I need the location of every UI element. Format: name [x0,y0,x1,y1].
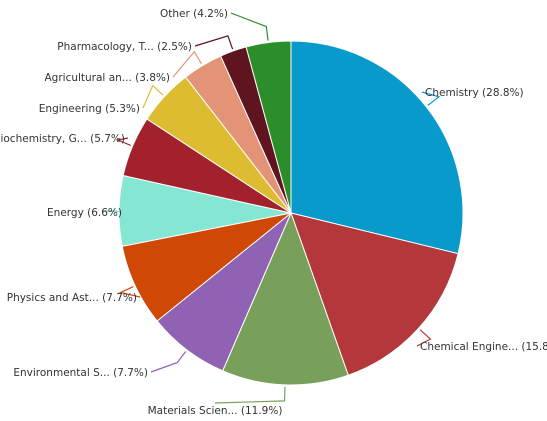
pie-slice-label-2: Materials Scien... (11.9%) [148,405,283,417]
pie-labels: Chemistry (28.8%) Chemical Engine... (15.… [0,8,547,417]
pie-leader-line-2 [214,386,286,404]
pie-slice-label-10: Other (4.2%) [160,8,228,20]
pie-slice-label-8: Agricultural an... (3.8%) [44,72,170,84]
pie-slice-label-3: Environmental S... (7.7%) [13,367,148,379]
pie-leader-line-3 [150,351,187,373]
pie-leader-line-6 [115,137,131,146]
pie-leader-line-8 [172,50,203,78]
pie-leader-line-9 [194,35,234,50]
pie-leader-line-10 [230,12,269,41]
pie-leader-line-4 [118,286,141,298]
pie-leader-lines [102,12,441,404]
pie-slices [118,40,464,386]
pie-leader-line-1 [416,329,432,347]
pie-slice-label-0: Chemistry (28.8%) [425,87,524,99]
pie-leader-line-5 [102,210,126,213]
pie-slice-0 [290,40,464,255]
pie-slice-label-4: Physics and Ast... (7.7%) [7,292,137,304]
pie-slice-1 [290,212,459,376]
pie-slice-2 [222,211,349,386]
pie-slice-label-6: Biochemistry, G... (5.7%) [0,133,125,145]
pie-leader-line-0 [421,91,441,106]
pie-slice-label-7: Engineering (5.3%) [39,103,140,115]
pie-slice-label-5: Energy (6.6%) [47,207,122,219]
pie-leader-line-7 [142,84,164,109]
pie-slice-label-9: Pharmacology, T... (2.5%) [57,41,192,53]
pie-slice-10 [245,40,292,214]
pie-slice-label-1: Chemical Engine... (15.8%) [420,341,547,353]
